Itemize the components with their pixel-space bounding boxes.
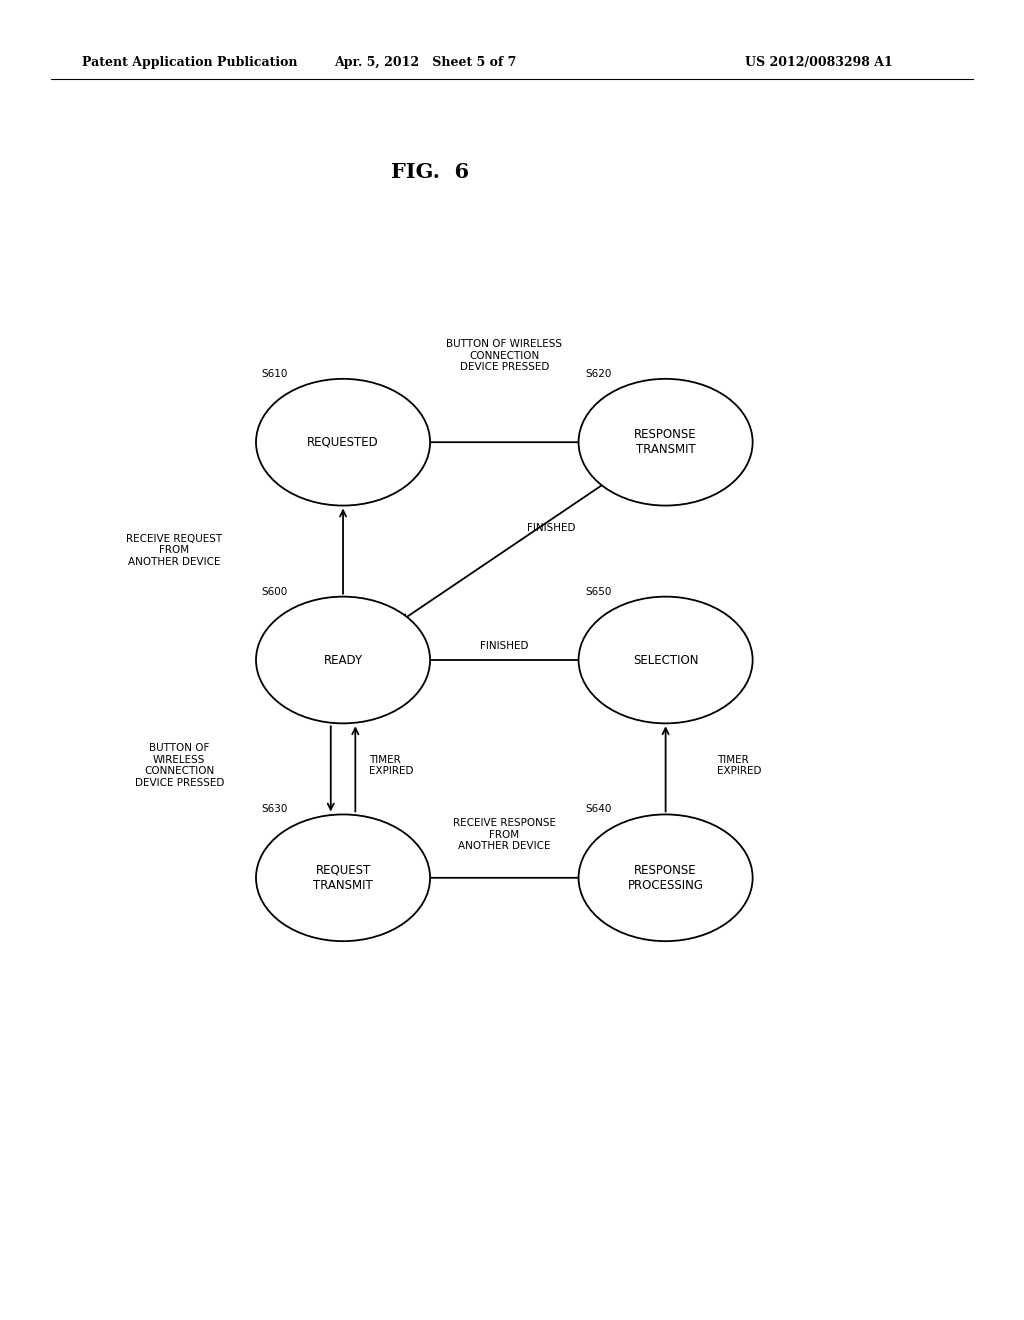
Ellipse shape xyxy=(579,379,753,506)
Text: Apr. 5, 2012   Sheet 5 of 7: Apr. 5, 2012 Sheet 5 of 7 xyxy=(334,55,516,69)
Text: BUTTON OF
WIRELESS
CONNECTION
DEVICE PRESSED: BUTTON OF WIRELESS CONNECTION DEVICE PRE… xyxy=(134,743,224,788)
Text: SELECTION: SELECTION xyxy=(633,653,698,667)
Text: RESPONSE
PROCESSING: RESPONSE PROCESSING xyxy=(628,863,703,892)
Text: US 2012/0083298 A1: US 2012/0083298 A1 xyxy=(745,55,893,69)
Text: RECEIVE RESPONSE
FROM
ANOTHER DEVICE: RECEIVE RESPONSE FROM ANOTHER DEVICE xyxy=(453,818,556,851)
Text: Patent Application Publication: Patent Application Publication xyxy=(82,55,297,69)
Ellipse shape xyxy=(579,597,753,723)
Ellipse shape xyxy=(256,379,430,506)
Text: S640: S640 xyxy=(586,804,612,814)
Text: RECEIVE REQUEST
FROM
ANOTHER DEVICE: RECEIVE REQUEST FROM ANOTHER DEVICE xyxy=(126,533,222,568)
Text: REQUEST
TRANSMIT: REQUEST TRANSMIT xyxy=(313,863,373,892)
Text: S610: S610 xyxy=(261,368,288,379)
Text: BUTTON OF WIRELESS
CONNECTION
DEVICE PRESSED: BUTTON OF WIRELESS CONNECTION DEVICE PRE… xyxy=(446,339,562,372)
Text: S650: S650 xyxy=(586,586,612,597)
Text: READY: READY xyxy=(324,653,362,667)
Text: RESPONSE
TRANSMIT: RESPONSE TRANSMIT xyxy=(634,428,697,457)
Text: S630: S630 xyxy=(261,804,288,814)
Text: S600: S600 xyxy=(261,586,288,597)
Text: REQUESTED: REQUESTED xyxy=(307,436,379,449)
Ellipse shape xyxy=(256,814,430,941)
Ellipse shape xyxy=(579,814,753,941)
Text: TIMER
EXPIRED: TIMER EXPIRED xyxy=(717,755,761,776)
Text: TIMER
EXPIRED: TIMER EXPIRED xyxy=(369,755,413,776)
Ellipse shape xyxy=(256,597,430,723)
Text: FINISHED: FINISHED xyxy=(527,523,575,533)
Text: FINISHED: FINISHED xyxy=(480,640,528,651)
Text: S620: S620 xyxy=(586,368,612,379)
Text: FIG.  6: FIG. 6 xyxy=(391,161,469,182)
